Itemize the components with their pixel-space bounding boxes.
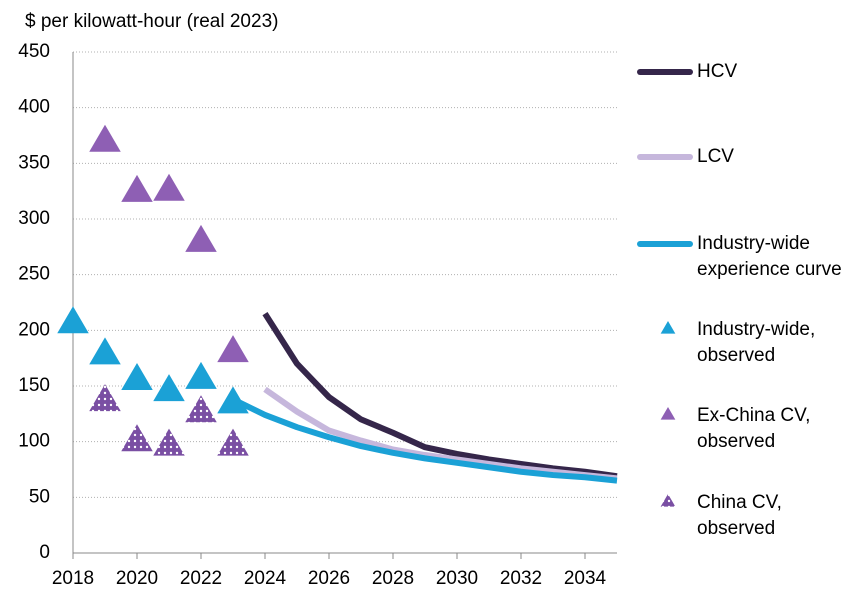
legend-swatch (660, 494, 676, 507)
y-tick-label: 400 (18, 97, 50, 118)
triangle-marker (217, 386, 249, 414)
x-tick-label: 2034 (564, 568, 607, 589)
triangle-marker (185, 361, 217, 389)
y-tick-label: 300 (18, 208, 50, 229)
y-tick-label: 450 (18, 41, 50, 62)
y-tick-label: 250 (18, 264, 50, 285)
legend-swatch (660, 407, 676, 420)
triangle-marker (89, 124, 121, 152)
y-tick-label: 50 (29, 486, 50, 507)
triangle-marker (185, 395, 217, 423)
y-tick-label: 150 (18, 375, 50, 396)
x-tick-label: 2030 (436, 568, 478, 589)
x-tick-label: 2026 (308, 568, 350, 589)
triangle-marker (121, 362, 153, 390)
triangle-marker (217, 428, 249, 456)
legend-label: HCV (697, 61, 738, 82)
legend-swatch (660, 321, 676, 334)
x-tick-label: 2020 (116, 568, 158, 589)
y-tick-label: 0 (39, 542, 50, 563)
legend-label: China CV, observed (697, 492, 782, 539)
y-tick-label: 350 (18, 152, 50, 173)
triangle-marker (121, 174, 153, 202)
x-tick-label: 2018 (52, 568, 94, 589)
y-tick-label: 200 (18, 319, 50, 340)
legend-label: Industry-wide experience curve (697, 233, 842, 280)
triangle-marker (153, 374, 185, 402)
triangle-marker (121, 424, 153, 452)
triangle-marker (89, 337, 121, 365)
legend-label: Ex-China CV, observed (697, 405, 811, 452)
triangle-marker (185, 224, 217, 252)
y-tick-label: 100 (18, 431, 50, 452)
x-tick-label: 2022 (180, 568, 222, 589)
x-tick-label: 2032 (500, 568, 542, 589)
legend-label: Industry-wide, observed (697, 319, 816, 366)
triangle-marker (57, 306, 89, 334)
x-tick-label: 2024 (244, 568, 287, 589)
triangle-marker (217, 335, 249, 363)
triangle-marker (89, 384, 121, 412)
triangle-marker (153, 428, 185, 456)
legend-label: LCV (697, 146, 734, 167)
y-axis-label: $ per kilowatt-hour (real 2023) (25, 11, 278, 32)
line (263, 386, 618, 482)
triangle-marker (153, 173, 185, 201)
line (262, 312, 618, 480)
line (231, 396, 618, 484)
x-tick-label: 2028 (372, 568, 414, 589)
